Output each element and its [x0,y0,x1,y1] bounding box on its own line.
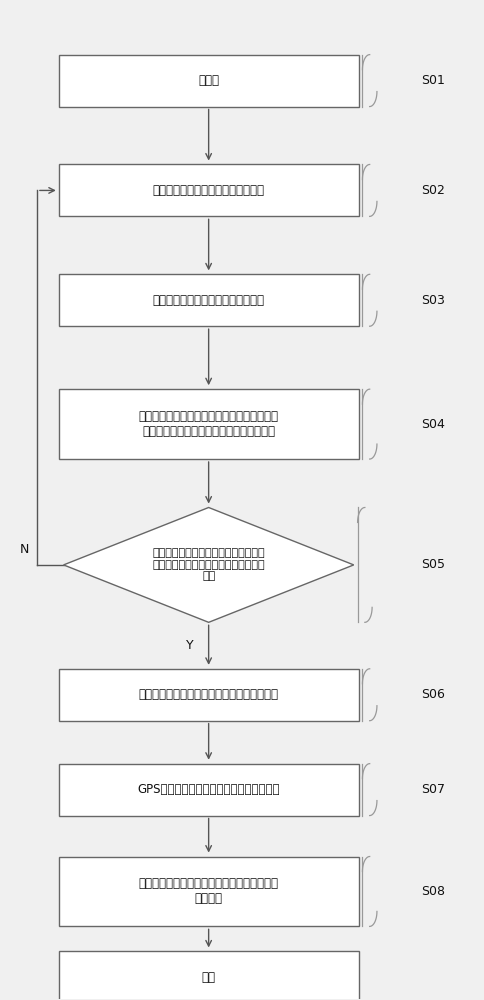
FancyBboxPatch shape [59,669,358,721]
FancyBboxPatch shape [59,389,358,459]
FancyBboxPatch shape [59,164,358,216]
Text: S07: S07 [421,783,444,796]
Text: S08: S08 [421,885,444,898]
Text: S03: S03 [421,294,444,307]
Text: S01: S01 [421,74,444,87]
FancyBboxPatch shape [59,764,358,816]
Text: 图像采集单元采集太阳能板图像信息: 图像采集单元采集太阳能板图像信息 [152,184,264,197]
FancyBboxPatch shape [59,951,358,1000]
Text: S05: S05 [421,558,444,571]
Text: 主控单元将污损面积占太阳能板总面积的比例
与比例阈值比较及温度信息与温度阈值比较: 主控单元将污损面积占太阳能板总面积的比例 与比例阈值比较及温度信息与温度阈值比较 [138,410,278,438]
FancyBboxPatch shape [59,55,358,107]
Text: 无人机在监测到热斑效应的太阳能板上空悬停: 无人机在监测到热斑效应的太阳能板上空悬停 [138,688,278,701]
Text: S04: S04 [421,418,444,431]
Text: 污损面积占太阳能板总面积的比例是否
超过比例阈值且温度信息是否超过温度
阈值: 污损面积占太阳能板总面积的比例是否 超过比例阈值且温度信息是否超过温度 阈值 [152,548,264,582]
FancyBboxPatch shape [59,274,358,326]
Text: 主控单元将图像信息、温度信息和地理信息回
传至主站: 主控单元将图像信息、温度信息和地理信息回 传至主站 [138,877,278,905]
Polygon shape [63,507,353,622]
Text: Y: Y [185,639,193,652]
Text: S02: S02 [421,184,444,197]
Text: N: N [20,543,30,556]
Text: 结束: 结束 [201,971,215,984]
Text: GPS定位单元标记无人机当前所处地理信息: GPS定位单元标记无人机当前所处地理信息 [137,783,279,796]
Text: 初始化: 初始化 [198,74,219,87]
Text: 温度采集单元采集太阳能板温度信息: 温度采集单元采集太阳能板温度信息 [152,294,264,307]
FancyBboxPatch shape [59,857,358,926]
Text: S06: S06 [421,688,444,701]
